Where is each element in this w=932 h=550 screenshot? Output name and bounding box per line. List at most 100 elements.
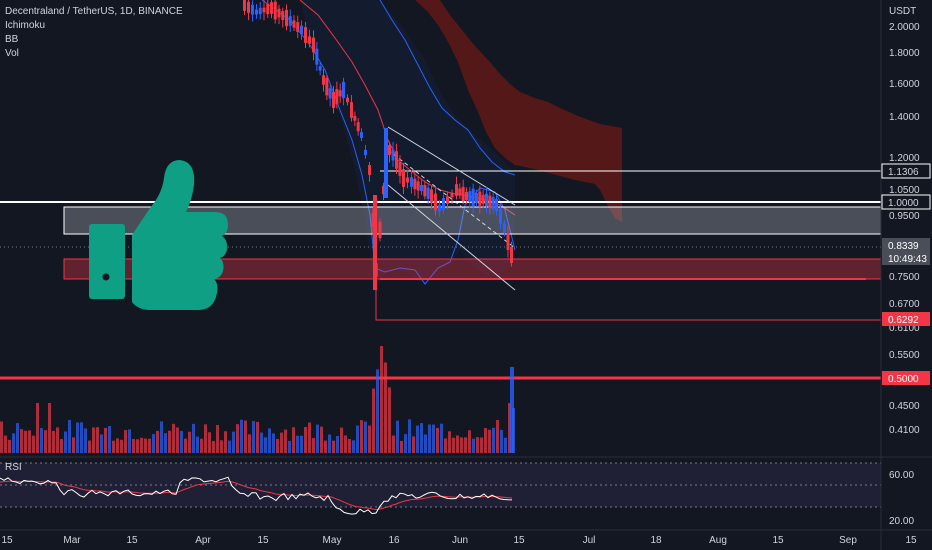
candle-body — [270, 2, 273, 14]
price-tick-label: 0.4500 — [889, 401, 920, 412]
candle-body — [364, 149, 367, 156]
rsi-lines — [0, 476, 513, 515]
time-tick-label: 15 — [1, 535, 13, 546]
candle-body — [510, 246, 513, 264]
time-tick-label: May — [323, 535, 342, 546]
volume-bar — [100, 434, 103, 453]
price-axis[interactable]: 2.0000 1.8000 1.6000 1.4000 1.2000 1.0500 0.95… — [889, 22, 920, 436]
time-tick-label: 15 — [126, 535, 138, 546]
volume-bar — [32, 435, 35, 453]
volume-bar — [12, 433, 15, 453]
candle-body — [499, 209, 502, 224]
price-tick-label: 1.8000 — [889, 48, 920, 59]
volume-bar — [384, 362, 387, 453]
time-tick-label: Apr — [195, 535, 211, 546]
volume-group — [0, 345, 515, 453]
volume-bar — [388, 387, 391, 453]
volume-bar — [244, 420, 247, 453]
candle-body — [503, 223, 506, 233]
rsi-axis[interactable]: 60.00 20.00 — [889, 470, 914, 527]
volume-bar — [8, 439, 11, 453]
wedge-lower-line[interactable] — [387, 184, 516, 291]
price-label-box — [881, 163, 931, 179]
bb-upper-line — [379, 0, 516, 176]
volume-bar — [108, 426, 111, 453]
volume-bar — [356, 425, 359, 453]
volume-bar — [236, 424, 239, 453]
volume-bar — [260, 432, 263, 453]
volume-bar — [440, 423, 443, 453]
volume-bar — [116, 438, 119, 453]
price-label-box — [881, 194, 931, 210]
price-tick-label: 1.4000 — [889, 112, 920, 123]
volume-bar — [256, 421, 259, 453]
candle-body — [328, 88, 332, 99]
volume-bar-last — [510, 367, 514, 453]
volume-bar — [88, 440, 91, 453]
candle-body — [243, 0, 246, 11]
volume-bar — [464, 437, 467, 453]
candle-body — [485, 193, 488, 207]
volume-bar — [448, 431, 451, 453]
candle-body — [475, 193, 478, 203]
candle-body — [325, 77, 329, 96]
candle-body — [346, 97, 349, 103]
time-tick-label: Sep — [839, 535, 857, 546]
candle-body — [338, 90, 342, 97]
legend-symbol[interactable]: Decentraland / TetherUS, 1D, BINANCE — [5, 6, 183, 17]
legend-vol[interactable]: Vol — [5, 48, 19, 59]
volume-bar — [16, 423, 19, 453]
candle-body — [368, 165, 371, 175]
candle-body — [266, 3, 270, 15]
candle-body — [506, 233, 510, 250]
volume-bar — [364, 421, 367, 453]
volume-bar — [0, 421, 3, 453]
candle-body — [458, 188, 462, 196]
volume-bar — [288, 440, 291, 453]
volume-bar — [156, 430, 159, 453]
candle-body — [391, 149, 395, 161]
volume-bar — [420, 423, 423, 453]
volume-bar — [308, 422, 311, 453]
volume-bar — [324, 440, 327, 453]
legend-ichimoku[interactable]: Ichimoku — [5, 20, 46, 31]
candle-body — [353, 115, 357, 121]
volume-bar — [172, 423, 175, 453]
time-axis[interactable]: 15 Mar 15 Apr 15 May 16 Jun 15 Jul 18 Aug 15 Sep 15 — [1, 535, 917, 546]
volume-bar — [124, 430, 127, 453]
legend-bb[interactable]: BB — [5, 34, 19, 45]
volume-bar — [176, 427, 179, 453]
candle-body — [378, 221, 382, 239]
volume-bar — [220, 440, 223, 453]
wedge-upper-line[interactable] — [387, 126, 516, 206]
candle-body — [481, 194, 485, 204]
volume-bar — [64, 431, 67, 453]
candle-body — [292, 20, 296, 28]
candle-body — [434, 193, 437, 211]
candle-body — [478, 191, 482, 206]
volume-bar — [144, 438, 147, 453]
candle-body — [304, 27, 307, 43]
candle-body — [461, 186, 465, 202]
time-tick-label: Mar — [63, 535, 81, 546]
candle-body — [356, 122, 360, 132]
volume-bar — [204, 424, 207, 453]
volume-bar — [296, 435, 299, 453]
volume-bar — [224, 431, 227, 453]
candle-body — [423, 184, 427, 197]
volume-bar — [400, 440, 403, 453]
candle-body — [285, 9, 288, 27]
rsi-tick-label: 60.00 — [889, 470, 914, 481]
candle-body — [450, 192, 454, 198]
volume-bar — [56, 427, 59, 453]
volume-bar — [352, 440, 355, 453]
volume-bar — [276, 438, 279, 453]
low-marker-line — [375, 282, 881, 321]
candle-body — [426, 187, 430, 199]
candle-body — [300, 25, 303, 35]
volume-bar — [456, 435, 459, 453]
candle-body — [416, 181, 420, 191]
price-axis-labels: 1.1306 1.0000 0.8339 10:49:43 0.6292 0.5000 — [881, 163, 931, 385]
volume-bar — [304, 427, 307, 453]
